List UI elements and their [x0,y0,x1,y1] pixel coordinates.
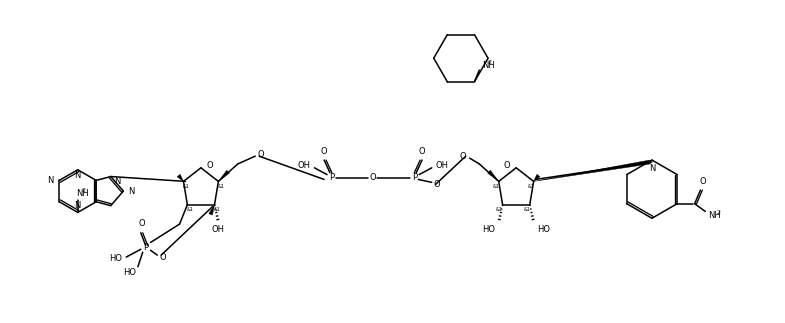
Text: O: O [138,219,145,228]
Text: &1: &1 [183,184,190,189]
Text: N: N [75,202,81,211]
Text: 2: 2 [81,188,85,193]
Text: O: O [206,162,214,170]
Text: NH: NH [76,189,89,198]
Text: N: N [47,176,53,185]
Text: &1: &1 [524,207,531,212]
Text: O: O [504,162,510,170]
Text: O: O [159,253,166,262]
Text: HO: HO [482,225,495,234]
Text: &1: &1 [528,184,534,189]
Text: &1: &1 [218,184,225,189]
Text: NH: NH [708,211,721,220]
Text: O: O [699,177,706,186]
Text: OH: OH [212,225,225,234]
Text: &1: &1 [492,184,499,189]
Text: O: O [321,147,327,156]
Text: 2: 2 [487,60,491,65]
Text: N: N [75,171,81,180]
Text: P: P [412,173,417,182]
Text: N: N [648,164,655,173]
Polygon shape [534,174,540,182]
Text: O: O [459,152,466,161]
Polygon shape [218,170,229,182]
Text: &1: &1 [187,207,194,212]
Text: HO: HO [538,225,550,234]
Text: NH: NH [482,61,495,70]
Text: P: P [143,243,148,252]
Text: N: N [114,177,120,186]
Polygon shape [487,170,498,182]
Text: &1: &1 [214,207,221,212]
Polygon shape [534,160,650,182]
Text: N: N [128,187,134,196]
Text: 2: 2 [717,210,721,215]
Text: OH: OH [436,162,449,170]
Text: O: O [369,173,376,182]
Polygon shape [177,174,184,182]
Text: HO: HO [109,255,122,264]
Text: O: O [434,180,440,189]
Text: P: P [330,173,334,182]
Text: &1: &1 [496,207,503,212]
Text: O: O [257,150,264,159]
Text: O: O [418,147,425,156]
Polygon shape [209,205,214,215]
Text: HO: HO [123,268,136,277]
Text: OH: OH [298,162,311,170]
